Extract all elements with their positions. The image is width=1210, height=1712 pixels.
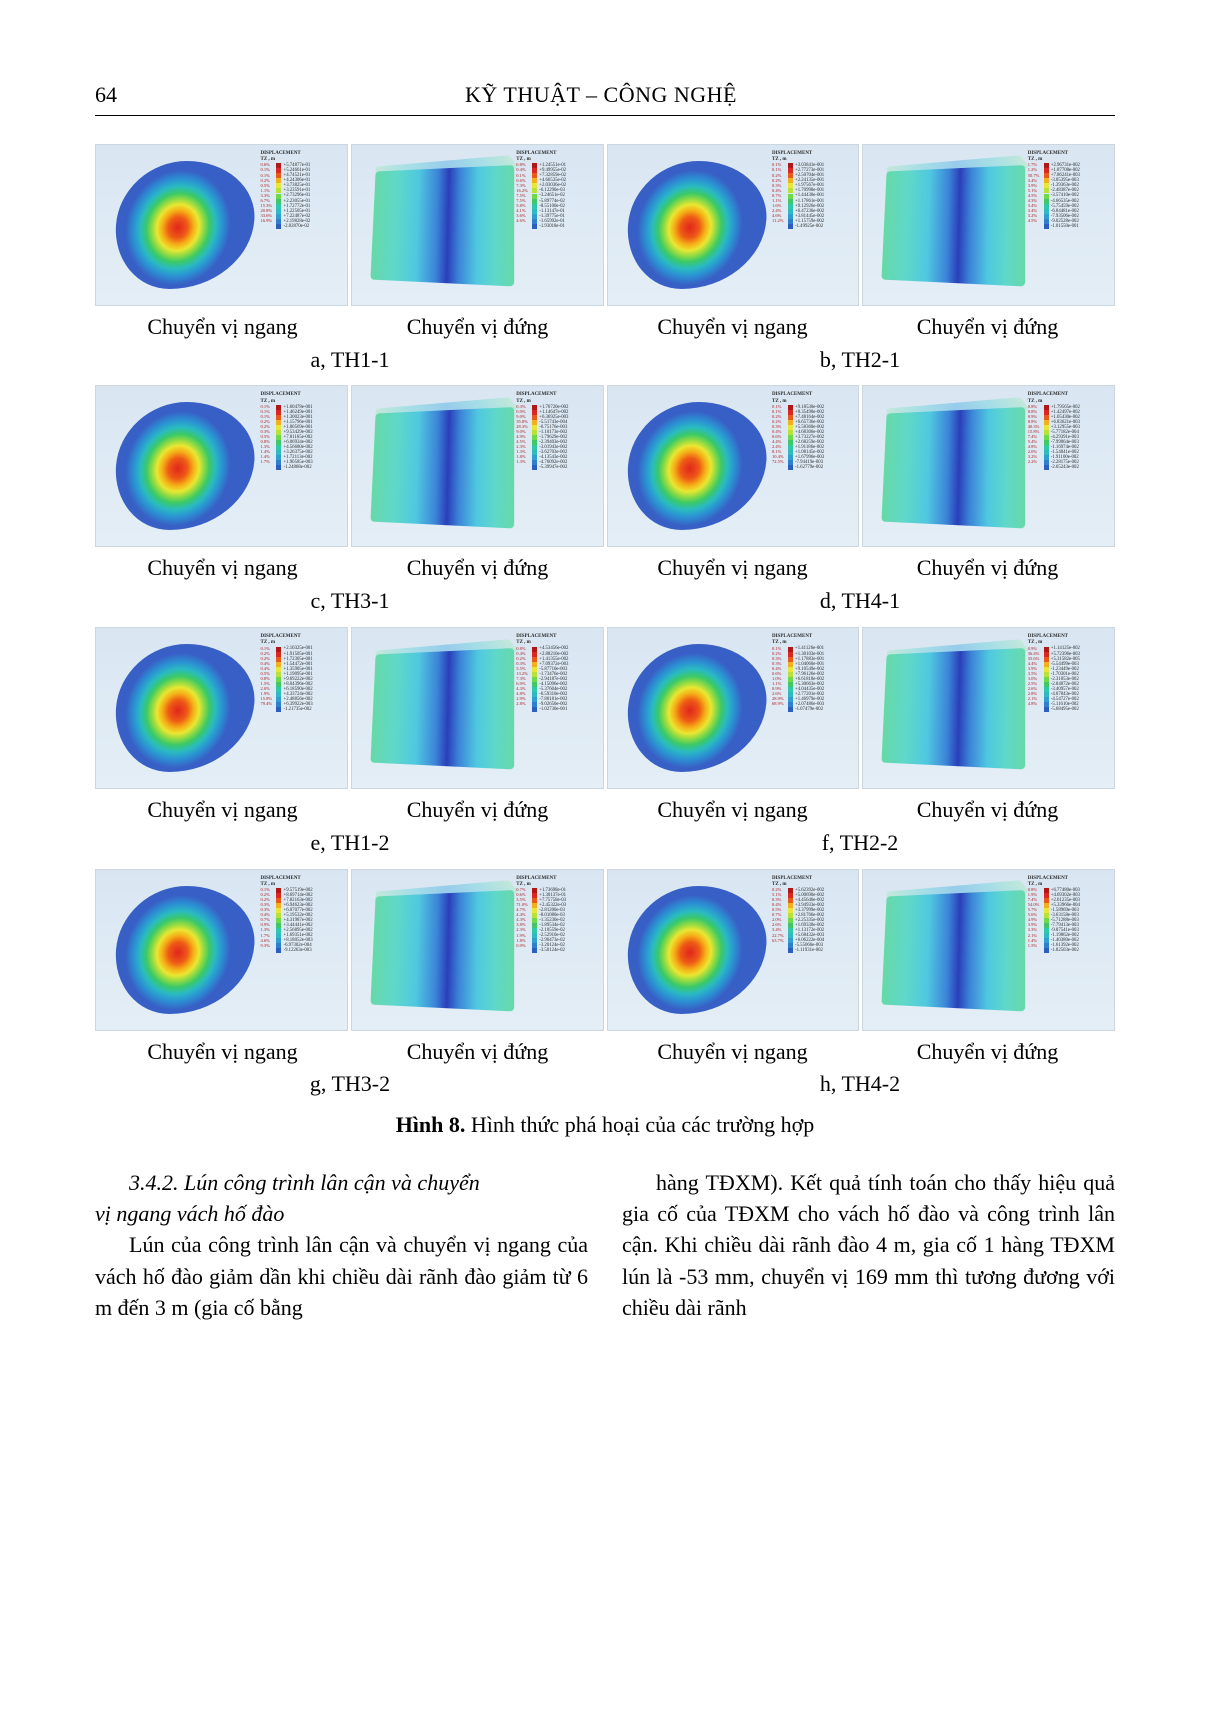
section-3-4-2-line1: 3.4.2. Lún công trình lân cận và chuyển [95, 1167, 588, 1198]
subfigure-label: b, TH2-1 [605, 345, 1115, 376]
subfigure-label: c, TH3-1 [95, 586, 605, 617]
page-number: 64 [95, 80, 117, 111]
simulation-panel: DISPLACEMENTTZ , m0.1%+9.57519e-0020.2%+… [95, 869, 348, 1031]
simulation-panel: DISPLACEMENTTZ , m0.8%+6.77480e-0031.9%+… [862, 869, 1115, 1031]
subfigure-label: e, TH1-2 [95, 828, 605, 859]
subfigure-label: d, TH4-1 [605, 586, 1115, 617]
body-text: 3.4.2. Lún công trình lân cận và chuyển … [95, 1167, 1115, 1323]
panel-caption: Chuyển vị đứng [860, 312, 1115, 343]
subfigure-label: h, TH4-2 [605, 1069, 1115, 1100]
panel-caption: Chuyển vị đứng [350, 795, 605, 826]
simulation-panel: DISPLACEMENTTZ , m0.1%+1.60478e-0010.1%+… [95, 385, 348, 547]
panel-caption: Chuyển vị ngang [95, 795, 350, 826]
body-paragraph-1: Lún của công trình lân cận và chuyển vị … [95, 1229, 588, 1323]
panel-caption: Chuyển vị đứng [860, 553, 1115, 584]
simulation-panel: DISPLACEMENTTZ , m0.1%+3.03841e-0010.1%+… [607, 144, 860, 306]
page-header: 64 KỸ THUẬT – CÔNG NGHỆ [95, 80, 1115, 116]
panel-caption: Chuyển vị đứng [350, 553, 605, 584]
subfigure-label: f, TH2-2 [605, 828, 1115, 859]
figure-8-block: DISPLACEMENTTZ , m0.6%+5.74877e-010.1%+5… [95, 144, 1115, 1100]
simulation-panel: DISPLACEMENTTZ , m0.6%+5.74877e-010.1%+5… [95, 144, 348, 306]
panel-caption: Chuyển vị đứng [860, 1037, 1115, 1068]
panel-caption: Chuyển vị ngang [95, 553, 350, 584]
simulation-panel: DISPLACEMENTTZ , m0.2%+5.62392e-0025.1%+… [607, 869, 860, 1031]
simulation-panel: DISPLACEMENTTZ , m0.8%+1.24551e-010.4%+9… [351, 144, 604, 306]
simulation-panel: DISPLACEMENTTZ , m0.9%+1.14125e-00236.4%… [862, 627, 1115, 789]
subfigure-label: a, TH1-1 [95, 345, 605, 376]
simulation-panel: DISPLACEMENTTZ , m1.7%+2.96731e-0021.2%+… [862, 144, 1115, 306]
figure-8-caption: Hình 8. Hình thức phá hoại của các trườn… [95, 1110, 1115, 1141]
simulation-panel: DISPLACEMENTTZ , m0.1%+9.18530e-0020.1%+… [607, 385, 860, 547]
subfigure-label: g, TH3-2 [95, 1069, 605, 1100]
panel-caption: Chuyển vị ngang [605, 312, 860, 343]
panel-caption: Chuyển vị ngang [95, 312, 350, 343]
panel-caption: Chuyển vị đứng [860, 795, 1115, 826]
panel-caption: Chuyển vị ngang [605, 1037, 860, 1068]
simulation-panel: DISPLACEMENTTZ , m0.1%+1.41126e-0010.2%+… [607, 627, 860, 789]
panel-caption: Chuyển vị đứng [350, 1037, 605, 1068]
simulation-panel: DISPLACEMENTTZ , m0.8%+1.79565e-0020.8%+… [862, 385, 1115, 547]
simulation-panel: DISPLACEMENTTZ , m0.7%+1.73698e-010.6%+1… [351, 869, 604, 1031]
simulation-panel: DISPLACEMENTTZ , m0.1%+2.10325e-0010.2%+… [95, 627, 348, 789]
simulation-panel: DISPLACEMENTTZ , m0.8%+4.53456e-0020.4%+… [351, 627, 604, 789]
page-header-title: KỸ THUẬT – CÔNG NGHỆ [465, 80, 737, 111]
panel-caption: Chuyển vị ngang [605, 795, 860, 826]
section-3-4-2-line2: vị ngang vách hố đào [95, 1198, 588, 1229]
simulation-panel: DISPLACEMENTTZ , m0.3%+1.76720e-0020.9%+… [351, 385, 604, 547]
panel-caption: Chuyển vị ngang [605, 553, 860, 584]
body-paragraph-2: hàng TĐXM). Kết quả tính toán cho thấy h… [622, 1167, 1115, 1323]
panel-caption: Chuyển vị ngang [95, 1037, 350, 1068]
panel-caption: Chuyển vị đứng [350, 312, 605, 343]
